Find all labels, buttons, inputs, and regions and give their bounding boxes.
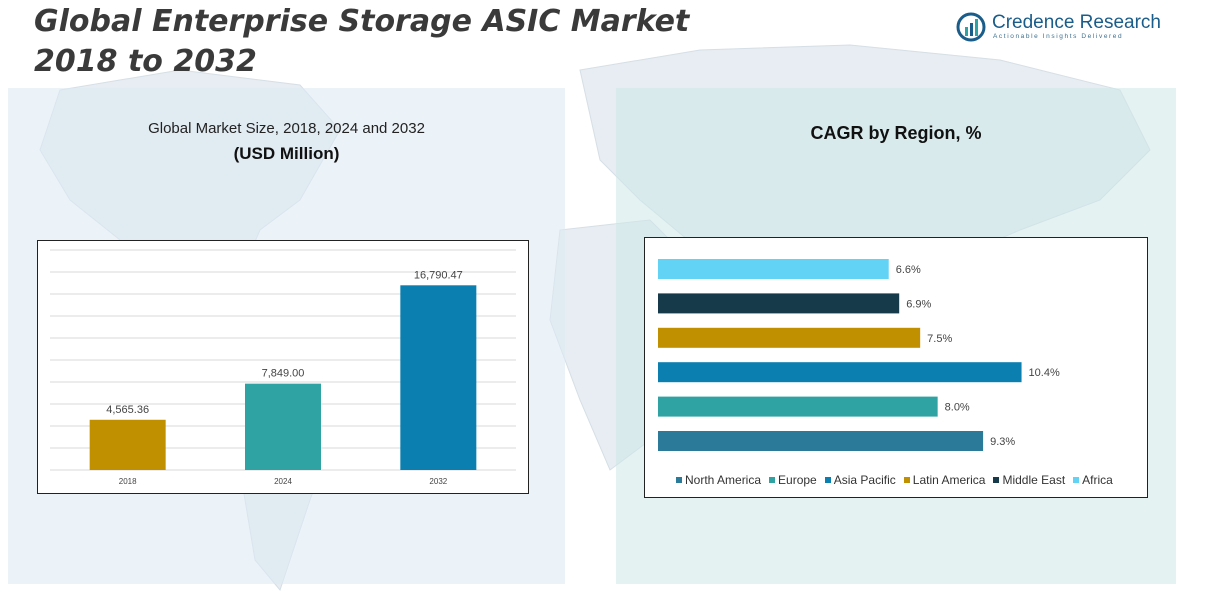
page-title: Global Enterprise Storage ASIC Market 20… — [34, 2, 734, 82]
cagr-value-label: 8.0% — [945, 402, 970, 414]
cagr-value-label: 7.5% — [927, 333, 952, 345]
legend-label: Africa — [1082, 473, 1113, 487]
cagr-bar — [658, 327, 921, 348]
legend-item: Africa — [1073, 473, 1113, 487]
legend-swatch — [993, 477, 1000, 483]
cagr-chart-svg: 6.6% 6.9% 7.5% 10.4% 8.0% 9.3% — [658, 259, 1060, 451]
cagr-chart: 6.6% 6.9% 7.5% 10.4% 8.0% 9.3% — [644, 237, 1148, 498]
market-size-subtitle: Global Market Size, 2018, 2024 and 2032 — [148, 120, 425, 137]
logo-tagline: Actionable Insights Delivered — [993, 33, 1124, 40]
cagr-value-label: 6.6% — [896, 264, 921, 276]
market-size-chart: 4,565.36 2018 7,849.00 2024 16,790.47 2032 — [37, 240, 529, 494]
cagr-bar — [658, 396, 938, 417]
legend-swatch — [824, 477, 831, 483]
bar-value-label: 7,849.00 — [262, 368, 305, 380]
legend-swatch — [769, 477, 776, 483]
cagr-value-label: 6.9% — [906, 298, 931, 310]
logo-name: Credence Research — [992, 12, 1161, 33]
cagr-chart-title: CAGR by Region, % — [810, 123, 982, 143]
page-title-line1: Global Enterprise Storage ASIC Market — [34, 4, 690, 39]
cagr-value-label: 9.3% — [990, 436, 1015, 448]
x-tick-label: 2024 — [274, 477, 292, 486]
legend-item: Latin America — [903, 473, 986, 487]
legend-swatch — [903, 477, 910, 483]
market-size-unit: (USD Million) — [233, 144, 340, 163]
legend-label: Middle East — [1002, 473, 1066, 487]
cagr-value-label: 10.4% — [1029, 367, 1060, 379]
cagr-bar — [658, 259, 889, 279]
legend-swatch — [1073, 477, 1080, 483]
bar-2024 — [245, 383, 321, 470]
x-tick-label: 2032 — [429, 477, 447, 486]
page-title-line2: 2018 to 2032 — [34, 44, 257, 79]
bar-2032 — [400, 285, 477, 470]
legend-label: North America — [685, 473, 762, 487]
legend-label: Europe — [778, 473, 817, 487]
legend-item: Middle East — [993, 473, 1065, 487]
legend-item: Asia Pacific — [824, 473, 896, 487]
credence-research-logo: Credence Research Actionable Insights De… — [956, 10, 1161, 46]
cagr-bar — [658, 293, 900, 314]
legend-label: Asia Pacific — [833, 473, 896, 487]
market-size-chart-svg: 4,565.36 2018 7,849.00 2024 16,790.47 2032 — [50, 249, 516, 486]
legend-swatch — [676, 477, 682, 483]
bar-value-label: 4,565.36 — [106, 404, 149, 416]
bar-2018 — [89, 419, 166, 470]
logo-icon — [956, 12, 986, 42]
legend-item: Europe — [769, 473, 817, 487]
cagr-bar — [658, 431, 984, 451]
cagr-legend: North America Europe Asia Pacific Latin Ame… — [676, 473, 1113, 487]
cagr-bar — [658, 362, 1022, 383]
legend-item: North America — [676, 473, 761, 487]
x-tick-label: 2018 — [119, 477, 137, 486]
legend-label: Latin America — [912, 473, 986, 487]
bar-value-label: 16,790.47 — [414, 269, 463, 281]
